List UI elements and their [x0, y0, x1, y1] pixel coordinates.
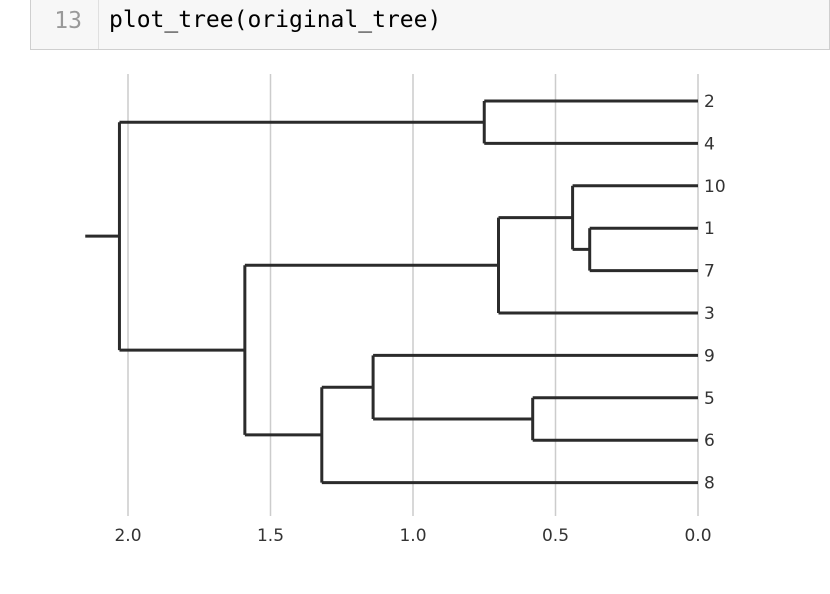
x-tick-label: 2.0	[114, 526, 141, 546]
grid-lines	[127, 74, 699, 516]
leaf-label: 7	[704, 262, 715, 282]
leaf-label: 9	[704, 346, 715, 366]
x-axis-ticks: 2.0 1.5 1.0 0.5 0.0	[114, 526, 711, 546]
code-cell-input[interactable]: 13 plot_tree(original_tree)	[30, 0, 830, 50]
code-line[interactable]: plot_tree(original_tree)	[109, 7, 442, 33]
leaf-label: 10	[704, 177, 726, 197]
leaf-label: 6	[704, 431, 715, 451]
leaf-labels: 2 4 10 1 7 3 9 5 6 8	[704, 92, 726, 494]
x-tick-label: 0.0	[684, 526, 711, 546]
x-tick-label: 1.0	[399, 526, 426, 546]
leaf-label: 4	[704, 134, 715, 154]
leaf-label: 1	[704, 219, 715, 239]
x-tick-label: 1.5	[257, 526, 284, 546]
line-number: 13	[54, 8, 82, 34]
dendrogram-chart: 2.0 1.5 1.0 0.5 0.0 2 4 10 1 7 3 9 5 6 8	[85, 74, 726, 546]
leaf-label: 2	[704, 92, 715, 112]
leaf-label: 3	[704, 304, 715, 324]
line-number-gutter: 13	[31, 0, 99, 49]
cell-output: 2.0 1.5 1.0 0.5 0.0 2 4 10 1 7 3 9 5 6 8	[0, 50, 830, 590]
leaf-label: 5	[704, 389, 715, 409]
x-tick-label: 0.5	[542, 526, 569, 546]
leaf-label: 8	[704, 474, 715, 494]
dendrogram-branches	[85, 99, 698, 485]
